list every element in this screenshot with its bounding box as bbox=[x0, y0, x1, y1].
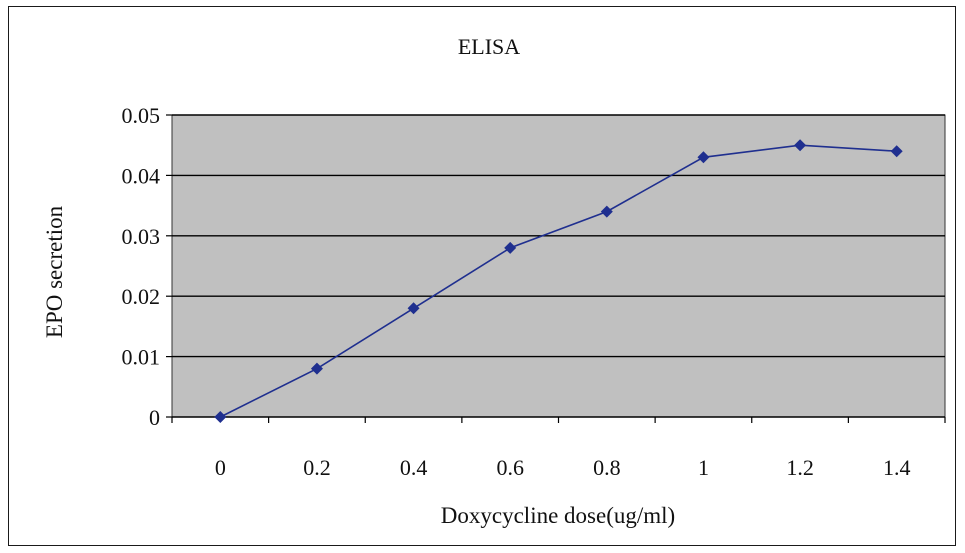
data-point bbox=[600, 205, 613, 218]
x-tick-label: 1 bbox=[698, 455, 709, 480]
y-tick-label: 0.03 bbox=[122, 224, 161, 249]
series-line bbox=[219, 144, 897, 418]
x-tick-label: 1.2 bbox=[786, 455, 814, 480]
data-point bbox=[310, 362, 323, 375]
y-tick-labels: 0 0.01 0.02 0.03 0.04 0.05 bbox=[122, 103, 161, 430]
x-tick-label: 0.6 bbox=[496, 455, 524, 480]
data-point bbox=[890, 145, 903, 158]
data-point bbox=[407, 302, 420, 315]
data-point bbox=[697, 151, 710, 164]
y-tick-label: 0.04 bbox=[122, 163, 161, 188]
plot-area bbox=[171, 114, 946, 418]
data-point bbox=[504, 241, 517, 254]
data-points bbox=[214, 139, 903, 423]
data-point bbox=[794, 139, 807, 152]
chart-title: ELISA bbox=[458, 34, 520, 59]
x-axis-label: Doxycycline dose(ug/ml) bbox=[441, 503, 675, 528]
y-tick-label: 0.02 bbox=[122, 284, 161, 309]
x-tick-label: 0.2 bbox=[303, 455, 331, 480]
grid-lines bbox=[172, 114, 945, 358]
x-tick-labels: 0 0.2 0.4 0.6 0.8 1 1.2 1.4 bbox=[215, 455, 911, 480]
y-tick-label: 0 bbox=[149, 405, 160, 430]
x-tick-label: 0.4 bbox=[400, 455, 428, 480]
y-tick-label: 0.01 bbox=[122, 345, 161, 370]
axes bbox=[166, 114, 946, 423]
y-axis-label: EPO secretion bbox=[42, 205, 67, 338]
y-tick-label: 0.05 bbox=[122, 103, 161, 128]
data-point bbox=[214, 411, 227, 423]
x-tick-label: 1.4 bbox=[883, 455, 911, 480]
x-tick-label: 0.8 bbox=[593, 455, 621, 480]
x-tick-label: 0 bbox=[215, 455, 226, 480]
